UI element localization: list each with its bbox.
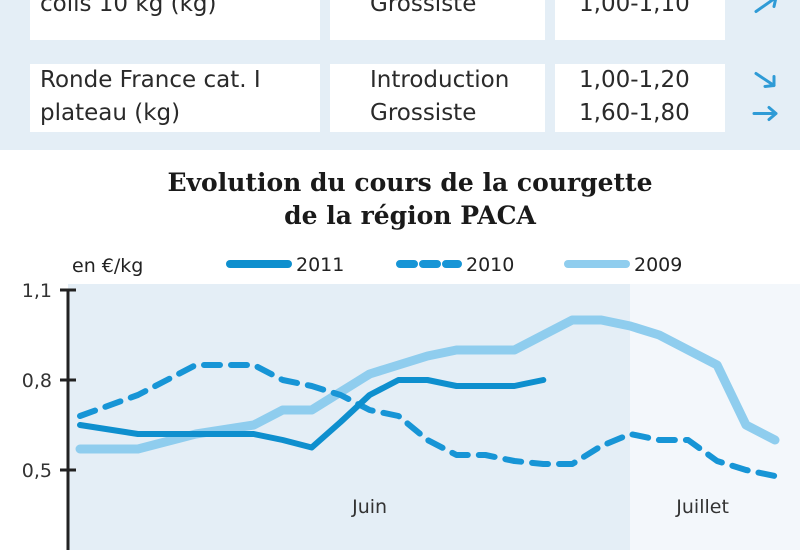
stage-cell-text: Grossiste <box>370 100 477 126</box>
series-line-2011 <box>77 377 547 451</box>
series-line-2009 <box>75 315 780 454</box>
y-tick-label: 0,8 <box>22 370 52 392</box>
x-month-label: Juin <box>351 496 387 518</box>
price-cell-text: 1,00-1,10 <box>579 0 690 17</box>
chart-title-line-2: de la région PACA <box>284 201 536 230</box>
table-row: Ronde France cat. I plateau (kg) Introduct… <box>0 64 800 132</box>
unit-label: en €/kg <box>72 255 143 277</box>
x-month-label: Juillet <box>675 496 729 518</box>
legend-label-2011: 2011 <box>296 254 344 276</box>
trend-flat-arrow-icon <box>752 106 778 121</box>
series-line-2010 <box>77 362 778 479</box>
price-cell: 1,00-1,10 <box>555 0 725 40</box>
product-cell-text: colis 10 kg (kg) <box>40 0 217 17</box>
legend-label-2009: 2009 <box>634 254 682 276</box>
stage-cell-text: Introduction <box>370 67 510 93</box>
price-table: colis 10 kg (kg) Grossiste 1,00-1,10 Ronde … <box>0 0 800 150</box>
table-row: colis 10 kg (kg) Grossiste 1,00-1,10 <box>0 0 800 40</box>
product-cell-text: plateau (kg) <box>40 100 181 126</box>
after-period <box>630 284 800 550</box>
stage-cell-text: Grossiste <box>370 0 477 17</box>
trend-cell <box>740 64 800 132</box>
chart-title: Evolution du cours de la courgette de la… <box>100 166 720 232</box>
trend-up-arrow-icon <box>754 0 777 13</box>
price-cell-text: 1,60-1,80 <box>579 100 690 126</box>
product-cell-text: Ronde France cat. I <box>40 67 261 93</box>
product-cell: Ronde France cat. I plateau (kg) <box>30 64 320 132</box>
legend-label-2010: 2010 <box>466 254 514 276</box>
trend-cell <box>740 0 800 40</box>
product-cell: colis 10 kg (kg) <box>30 0 320 40</box>
trend-down-arrow-icon <box>754 72 776 88</box>
line-chart: 0,20,50,81,1en €/kgJuinJuillet2011201020… <box>22 254 800 550</box>
y-tick-label: 0,5 <box>22 460 52 482</box>
price-cell: 1,00-1,20 1,60-1,80 <box>555 64 725 132</box>
y-tick-label: 1,1 <box>22 280 52 302</box>
stage-cell: Introduction Grossiste <box>330 64 545 132</box>
chart-title-line-1: Evolution du cours de la courgette <box>167 168 653 197</box>
stage-cell: Grossiste <box>330 0 545 40</box>
price-cell-text: 1,00-1,20 <box>579 67 690 93</box>
